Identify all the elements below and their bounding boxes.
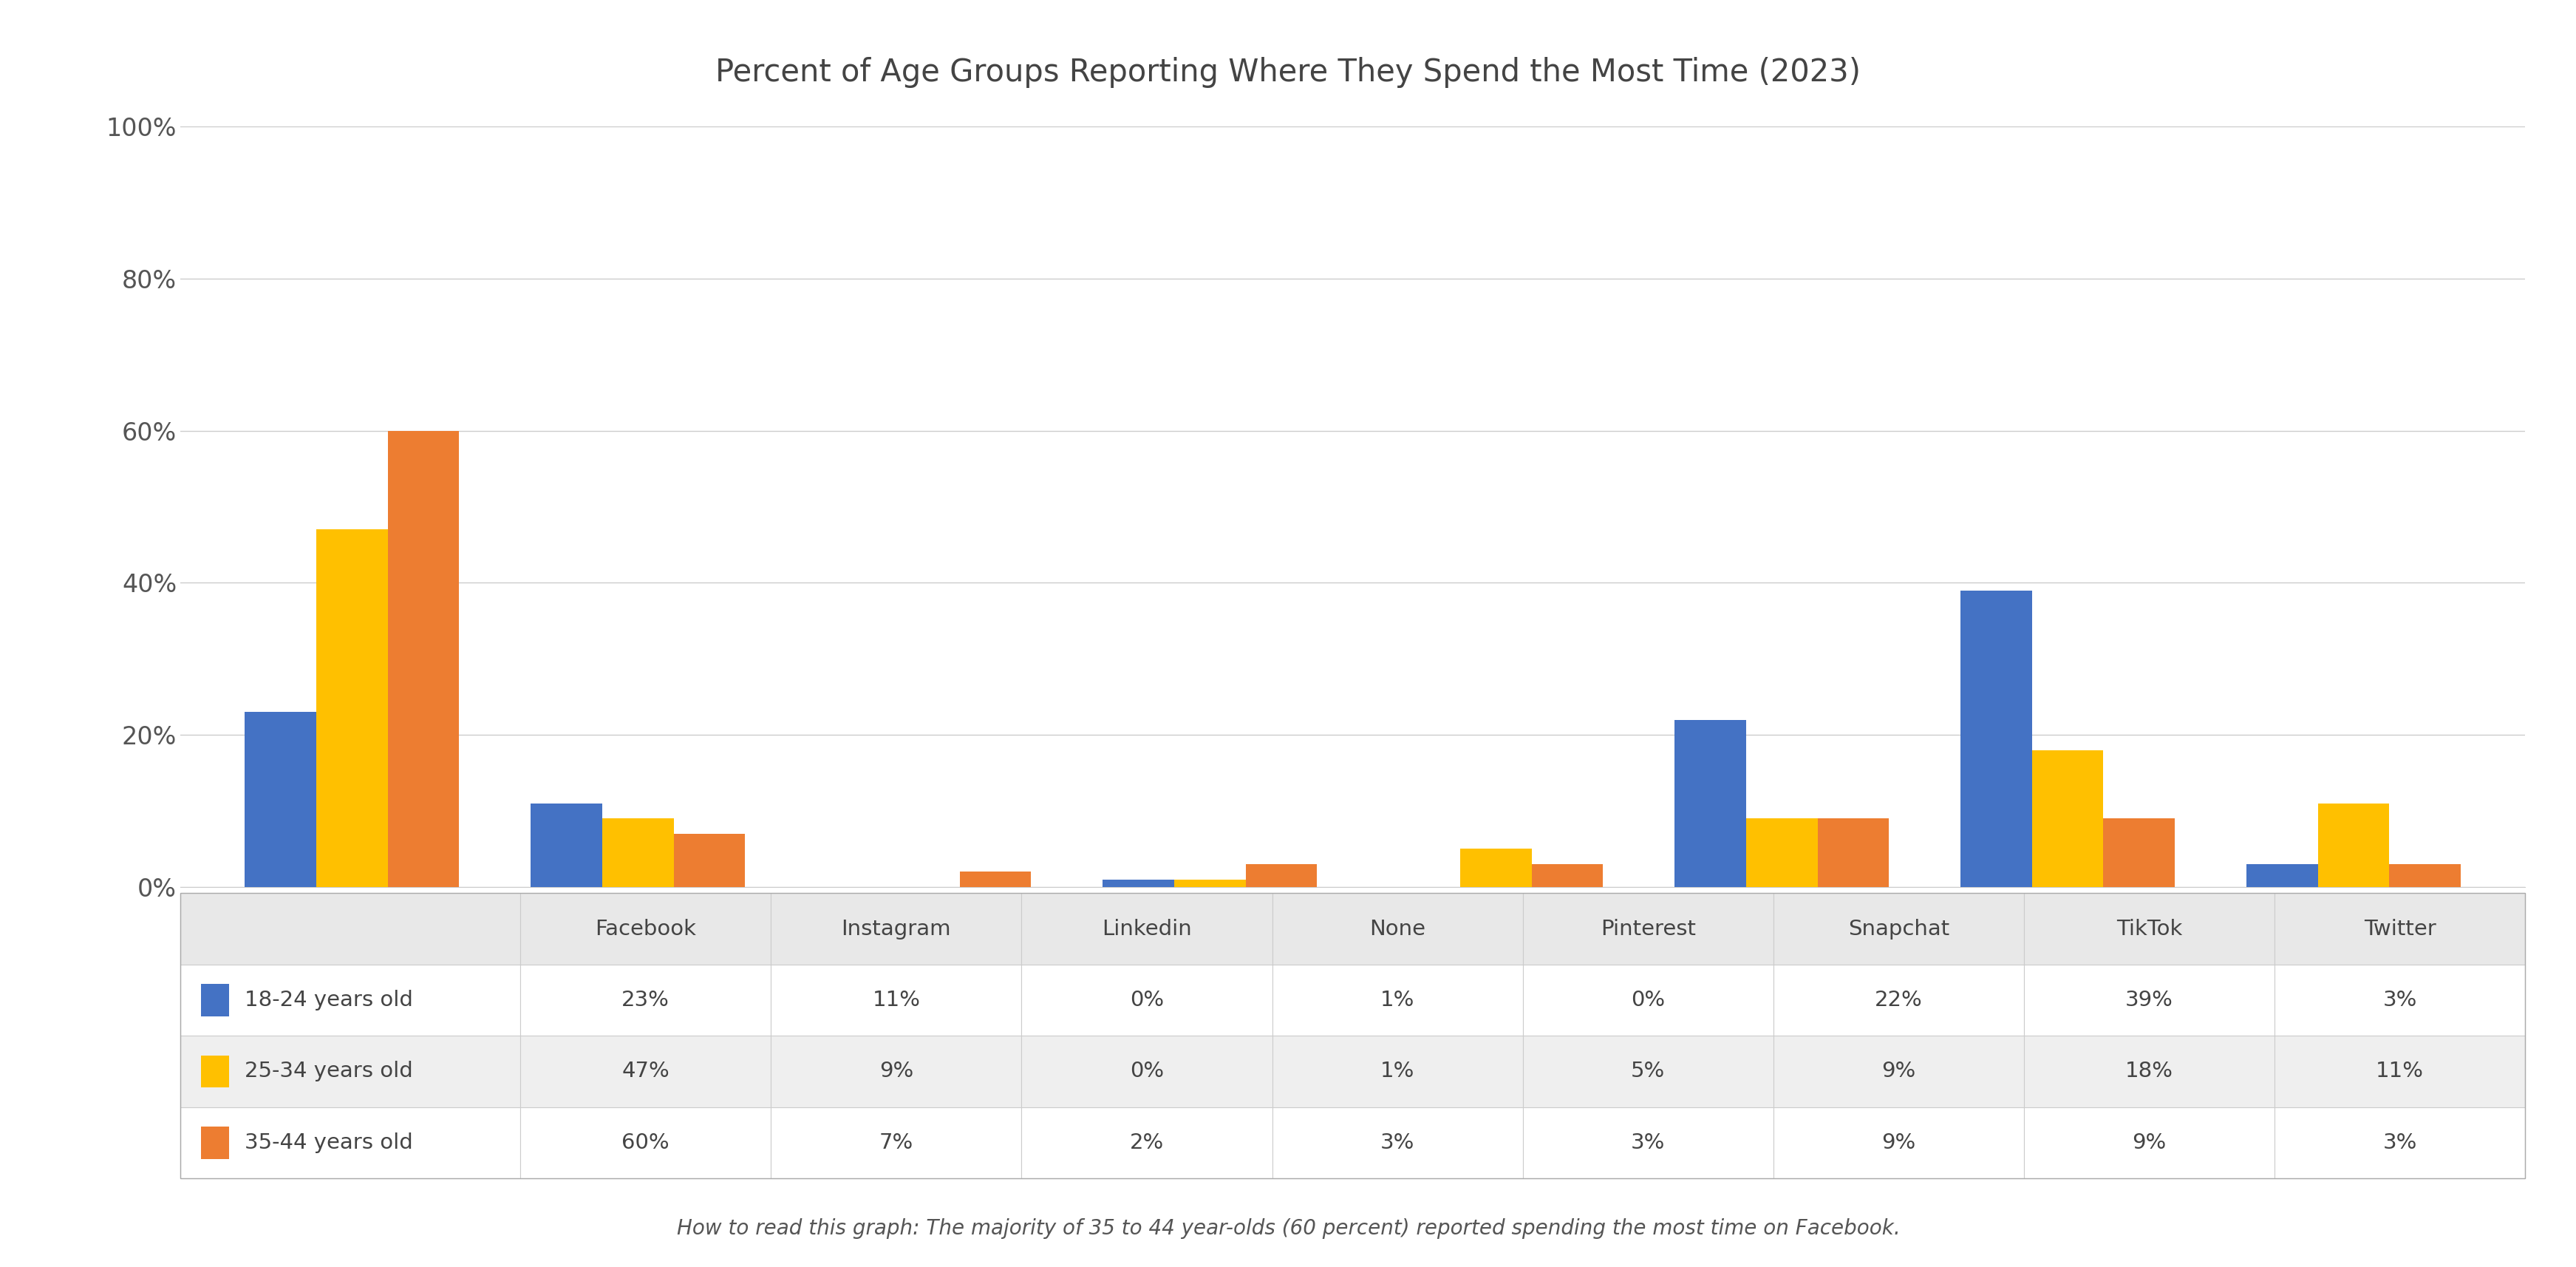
Bar	[2318, 803, 2388, 887]
Text: Instagram: Instagram	[842, 919, 951, 939]
Text: 60%: 60%	[621, 1133, 670, 1153]
Text: 9%: 9%	[1880, 1060, 1914, 1082]
Bar	[1816, 818, 1888, 887]
Text: 18-24 years old: 18-24 years old	[245, 990, 412, 1011]
Text: 9%: 9%	[2130, 1133, 2166, 1153]
Text: 3%: 3%	[1381, 1133, 1414, 1153]
Bar	[1461, 849, 1530, 887]
Text: Pinterest: Pinterest	[1600, 919, 1695, 939]
Text: 23%: 23%	[621, 990, 670, 1011]
Bar	[958, 872, 1030, 887]
Text: 9%: 9%	[878, 1060, 912, 1082]
Text: 11%: 11%	[873, 990, 920, 1011]
Text: How to read this graph: The majority of 35 to 44 year-olds (60 percent) reported: How to read this graph: The majority of …	[677, 1219, 1899, 1239]
Bar	[603, 818, 672, 887]
Text: 3%: 3%	[2383, 1133, 2416, 1153]
Bar	[2032, 750, 2102, 887]
Bar	[386, 431, 459, 887]
Text: 25-34 years old: 25-34 years old	[245, 1060, 412, 1082]
Bar	[1530, 864, 1602, 887]
Text: TikTok: TikTok	[2115, 919, 2182, 939]
Text: 1%: 1%	[1381, 990, 1414, 1011]
Text: Percent of Age Groups Reporting Where They Spend the Most Time (2023): Percent of Age Groups Reporting Where Th…	[716, 57, 1860, 89]
Text: 0%: 0%	[1128, 1060, 1164, 1082]
Text: 5%: 5%	[1631, 1060, 1664, 1082]
Bar	[1674, 720, 1747, 887]
Bar	[1103, 879, 1175, 887]
Text: 9%: 9%	[1880, 1133, 1914, 1153]
Bar	[531, 803, 603, 887]
Bar	[2102, 818, 2174, 887]
Bar	[245, 712, 317, 887]
Text: None: None	[1368, 919, 1425, 939]
Bar	[1175, 879, 1244, 887]
Text: Facebook: Facebook	[595, 919, 696, 939]
Bar	[1960, 590, 2032, 887]
Bar	[317, 530, 386, 887]
Bar	[1747, 818, 1816, 887]
Text: 7%: 7%	[878, 1133, 912, 1153]
Bar	[672, 834, 744, 887]
Bar	[2388, 864, 2460, 887]
Text: Twitter: Twitter	[2362, 919, 2434, 939]
Text: 3%: 3%	[2383, 990, 2416, 1011]
Bar	[2246, 864, 2318, 887]
Text: 3%: 3%	[1631, 1133, 1664, 1153]
Text: 35-44 years old: 35-44 years old	[245, 1133, 412, 1153]
Text: 1%: 1%	[1381, 1060, 1414, 1082]
Text: 0%: 0%	[1631, 990, 1664, 1011]
Text: Snapchat: Snapchat	[1847, 919, 1950, 939]
Text: 11%: 11%	[2375, 1060, 2424, 1082]
Text: 39%: 39%	[2125, 990, 2172, 1011]
Text: 0%: 0%	[1128, 990, 1164, 1011]
Text: 22%: 22%	[1875, 990, 1922, 1011]
Text: Linkedin: Linkedin	[1103, 919, 1193, 939]
Text: 18%: 18%	[2125, 1060, 2172, 1082]
Bar	[1244, 864, 1316, 887]
Text: 2%: 2%	[1128, 1133, 1164, 1153]
Text: 47%: 47%	[621, 1060, 670, 1082]
